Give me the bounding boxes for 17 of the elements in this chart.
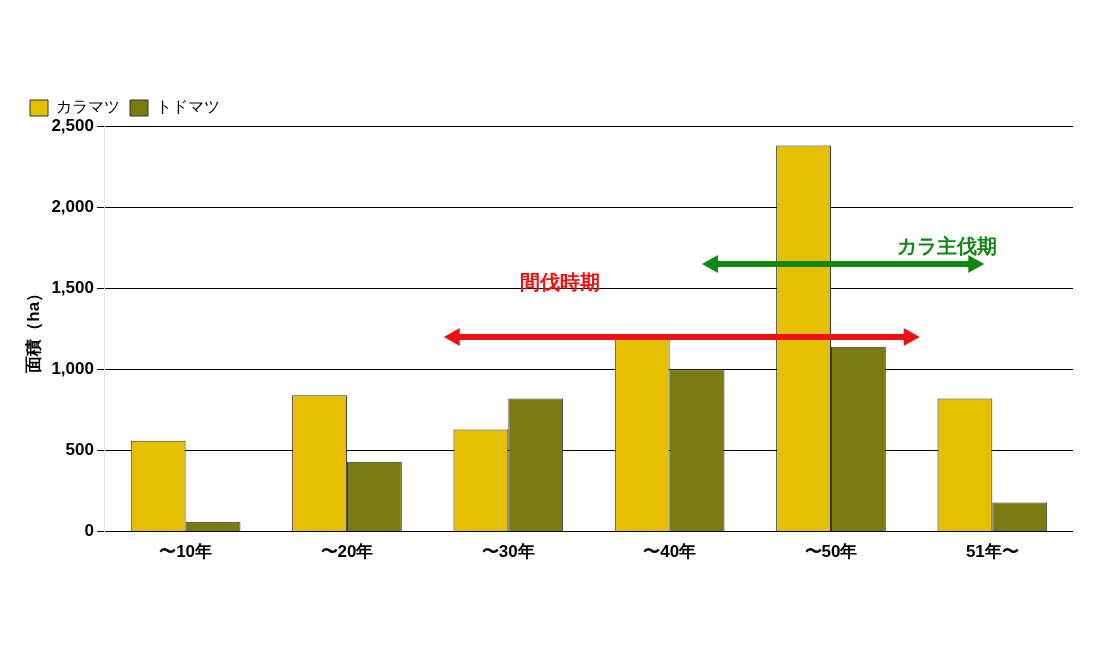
x-tick-label: 〜40年 <box>643 542 697 562</box>
y-tick-label: 2,000 <box>51 196 94 216</box>
y-axis-title: 面積（ha） <box>23 284 43 374</box>
x-tick-label: 〜30年 <box>481 542 535 562</box>
legend-label: カラマツ <box>56 98 120 116</box>
x-tick-label: 〜20年 <box>320 542 374 562</box>
y-tick-label: 1,500 <box>51 277 94 297</box>
x-tick-label: 51年〜 <box>965 542 1019 562</box>
y-tick-label: 0 <box>84 521 94 541</box>
x-tick-label: 〜50年 <box>804 542 858 562</box>
annotation: カラ主伐期 <box>897 233 998 258</box>
y-tick-label: 2,500 <box>51 115 94 135</box>
legend-label: トドマツ <box>156 98 220 116</box>
y-tick-label: 500 <box>65 440 94 460</box>
x-tick-label: 〜10年 <box>159 542 213 562</box>
y-tick-label: 1,000 <box>51 359 94 379</box>
annotation: 間伐時期 <box>519 270 600 295</box>
